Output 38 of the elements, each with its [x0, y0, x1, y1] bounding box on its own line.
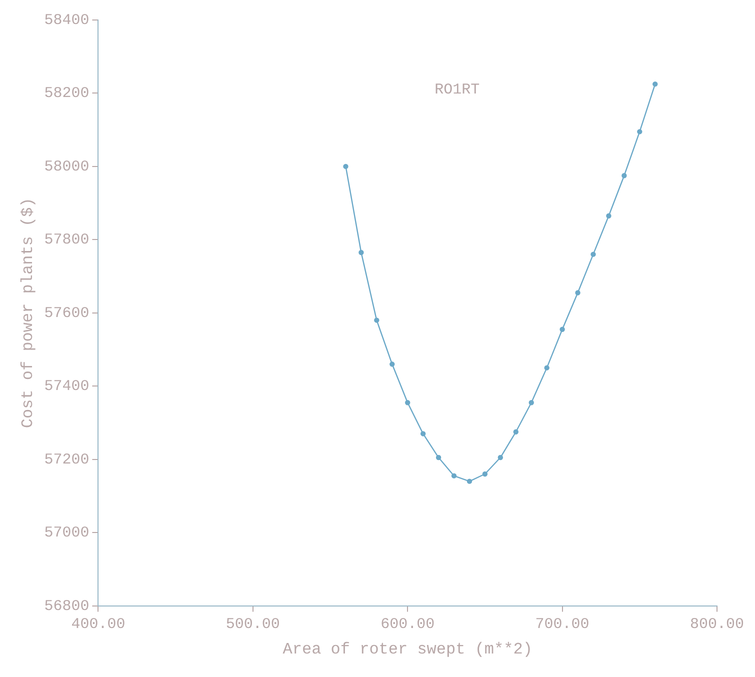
point: [590, 252, 596, 257]
point: [622, 173, 627, 178]
point: [482, 471, 488, 477]
y-tick-label: 57000: [44, 524, 90, 542]
point: [606, 213, 612, 218]
point: [513, 429, 518, 434]
point: [466, 478, 472, 484]
y-tick-label: 57400: [44, 378, 90, 396]
point: [652, 81, 658, 87]
text: RO1RT: [434, 81, 480, 98]
point: [498, 454, 504, 460]
x-tick-label: 400.00: [71, 616, 126, 633]
point: [405, 400, 410, 406]
point: [544, 365, 550, 370]
point: [637, 129, 642, 134]
x-tick-label: 600.00: [380, 616, 435, 633]
y-tick-label: 57800: [44, 232, 90, 249]
point: [343, 164, 348, 170]
point: [390, 362, 395, 367]
y-tick-label: 58000: [44, 158, 90, 176]
point: [451, 473, 457, 478]
x-tick-label: 500.00: [226, 616, 280, 633]
point: [560, 326, 565, 332]
x-tick-label: 800.00: [690, 616, 744, 633]
x-axis-title: Area of roter swept (m**2): [282, 640, 532, 659]
point: [358, 250, 364, 256]
y-tick-label: 58200: [44, 85, 90, 102]
point: [528, 400, 534, 406]
y-tick-label: 57600: [44, 304, 90, 322]
y-tick-label: 58400: [44, 12, 90, 29]
point: [575, 290, 580, 296]
y-tick-label: 56800: [44, 598, 90, 615]
point: [374, 318, 380, 323]
point: [420, 431, 426, 436]
y-tick-label: 57200: [44, 451, 90, 468]
point: [436, 454, 442, 460]
y-axis-title: Cost of power plants ($): [18, 198, 37, 428]
x-tick-label: 700.00: [535, 616, 590, 633]
